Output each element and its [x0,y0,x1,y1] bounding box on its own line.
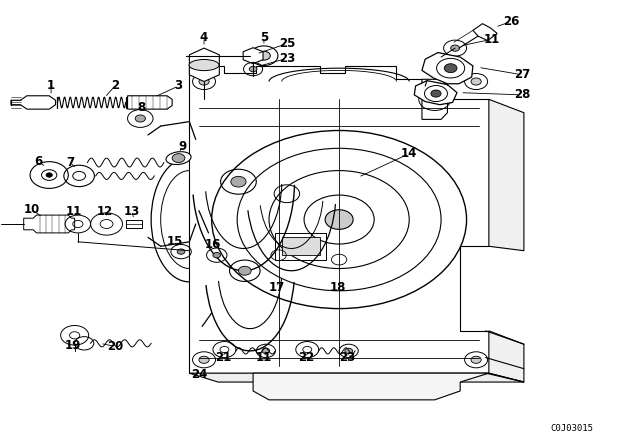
Circle shape [471,78,481,85]
Circle shape [345,348,353,353]
Text: 11: 11 [484,33,500,46]
Text: 23: 23 [339,351,355,364]
Text: 7: 7 [66,156,74,169]
Text: 11: 11 [65,205,81,218]
Bar [282,237,320,255]
Polygon shape [253,373,489,400]
Circle shape [177,249,185,254]
Text: 10: 10 [24,203,40,216]
Polygon shape [489,331,524,382]
Text: 20: 20 [107,340,123,353]
Circle shape [231,177,246,187]
Text: 21: 21 [215,351,231,364]
Polygon shape [189,48,220,82]
Polygon shape [243,47,263,64]
Text: 19: 19 [65,339,81,352]
Text: 23: 23 [279,52,295,65]
Text: 27: 27 [515,69,531,82]
Text: 2: 2 [111,79,119,92]
Polygon shape [11,96,56,109]
Text: 24: 24 [191,368,207,381]
Polygon shape [422,79,447,119]
Circle shape [262,348,269,353]
Circle shape [199,356,209,363]
Text: 25: 25 [278,37,295,50]
Ellipse shape [166,152,191,164]
Ellipse shape [189,60,219,71]
Circle shape [431,90,441,97]
Text: 3: 3 [175,79,182,92]
Polygon shape [489,99,524,251]
Text: 9: 9 [179,140,187,153]
Text: 22: 22 [298,351,314,364]
Text: 5: 5 [260,30,268,43]
Text: 14: 14 [401,147,417,160]
Circle shape [249,66,257,72]
Polygon shape [24,215,75,233]
Text: 16: 16 [205,237,221,250]
Polygon shape [414,81,457,105]
Text: 26: 26 [503,15,519,28]
Circle shape [444,64,457,73]
Bar [275,233,326,260]
Text: 1: 1 [47,79,55,92]
Circle shape [46,173,52,177]
Text: 17: 17 [269,281,285,294]
Text: 13: 13 [124,205,140,218]
Polygon shape [127,96,172,109]
Text: C0J03015: C0J03015 [550,424,593,433]
Text: 8: 8 [138,101,146,114]
Text: 11: 11 [256,351,272,364]
Polygon shape [189,66,489,373]
Text: 6: 6 [34,155,42,168]
Circle shape [172,154,185,163]
Circle shape [135,115,145,122]
Circle shape [451,45,460,51]
Text: 18: 18 [330,281,346,294]
Bar [126,220,141,228]
Circle shape [199,78,209,85]
Circle shape [257,51,270,60]
Circle shape [471,356,481,363]
Polygon shape [422,52,473,84]
Circle shape [325,210,353,229]
Polygon shape [189,373,524,382]
Text: 15: 15 [166,235,183,248]
Text: 28: 28 [515,88,531,101]
Circle shape [213,253,221,258]
Polygon shape [473,24,497,41]
Text: 4: 4 [200,30,208,43]
Text: 12: 12 [97,205,113,218]
Circle shape [239,266,251,275]
